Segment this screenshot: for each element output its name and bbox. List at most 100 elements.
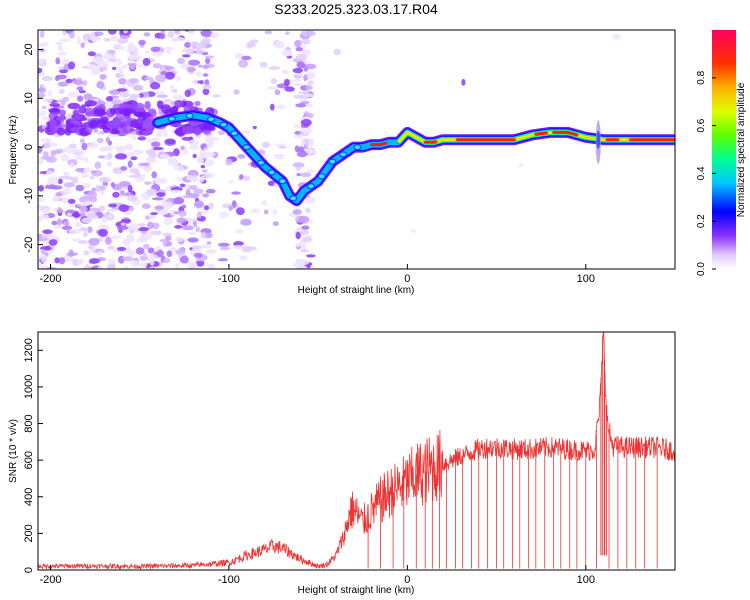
ridge-peak <box>552 130 579 137</box>
noise-blob <box>200 164 206 169</box>
noise-blob <box>245 246 257 251</box>
noise-blob <box>48 244 55 252</box>
ridge-blob <box>328 158 337 165</box>
noise-blob <box>64 221 69 227</box>
noise-blob <box>112 43 122 49</box>
noise-blob <box>167 157 174 165</box>
noise-blob <box>200 231 207 239</box>
noise-blob <box>118 204 130 213</box>
noise-blob <box>176 177 183 181</box>
noise-blob <box>173 211 180 215</box>
noise-blob <box>225 158 233 166</box>
noise-blob <box>146 188 158 196</box>
snr-x-tick-label: -200 <box>39 574 61 586</box>
noise-blob <box>122 265 129 269</box>
noise-blob <box>89 258 100 264</box>
noise-blob <box>293 134 304 139</box>
noise-blob <box>202 129 211 135</box>
noise-blob <box>206 263 216 269</box>
noise-blob <box>63 182 75 188</box>
noise-blob <box>306 265 311 269</box>
colorbar-ticks: 0.0 0.2 0.4 0.6 0.8 <box>696 70 716 276</box>
noise-blob <box>67 102 81 110</box>
noise-blob <box>199 148 206 156</box>
noise-blob <box>193 188 204 195</box>
noise-blob <box>149 259 155 266</box>
noise-blob <box>278 145 287 149</box>
noise-blob <box>63 171 70 177</box>
noise-blob <box>203 151 216 157</box>
spectrogram-y-tick-label: 20 <box>23 43 35 55</box>
noise-blob <box>281 49 293 57</box>
noise-blob <box>188 59 201 66</box>
noise-blob <box>60 154 70 162</box>
noise-blob <box>88 119 99 129</box>
noise-blob <box>195 226 200 233</box>
noise-blob <box>156 249 164 258</box>
noise-blob <box>72 238 80 242</box>
spectrogram-x-tick-label: -200 <box>39 273 61 285</box>
noise-blob <box>169 85 175 91</box>
spectrogram-x-tick-label: -100 <box>218 273 240 285</box>
noise-blob <box>58 257 66 265</box>
noise-blob <box>165 235 172 241</box>
noise-blob <box>169 209 175 216</box>
noise-blob <box>202 88 210 96</box>
noise-blob <box>67 91 79 98</box>
noise-blob <box>51 220 58 226</box>
colorbar-tick-label: 0.2 <box>696 214 707 228</box>
noise-blob <box>164 138 176 145</box>
noise-blob <box>38 67 43 74</box>
noise-blob <box>107 152 113 159</box>
noise-blob <box>306 254 316 258</box>
noise-blob <box>54 257 60 264</box>
noise-blob <box>292 67 303 74</box>
noise-blob <box>175 236 184 242</box>
noise-blob <box>78 227 89 232</box>
noise-blob <box>202 64 209 70</box>
noise-blob <box>88 244 94 250</box>
noise-blob <box>107 245 115 250</box>
noise-blob <box>134 51 140 55</box>
noise-blob <box>42 207 51 215</box>
noise-blob <box>163 257 171 264</box>
noise-blob <box>191 245 202 250</box>
noise-blob <box>103 213 109 219</box>
ridge-blob <box>278 178 287 185</box>
noise-blob <box>166 241 173 247</box>
snr-frame <box>37 331 676 571</box>
noise-blob <box>120 189 125 196</box>
noise-blob <box>305 139 310 147</box>
noise-blob <box>108 203 118 208</box>
noise-blob <box>59 69 68 74</box>
noise-blob <box>296 150 308 158</box>
noise-blob <box>152 50 163 57</box>
noise-blob <box>206 241 212 245</box>
noise-blob <box>128 174 138 178</box>
noise-blob <box>114 73 125 78</box>
noise-blob <box>303 93 315 98</box>
noise-blob <box>302 127 313 134</box>
snr-y-tick-label: 1200 <box>23 338 35 362</box>
noise-blob <box>181 204 187 209</box>
noise-blob <box>264 209 269 215</box>
noise-blob <box>112 167 123 175</box>
noise-blob <box>171 89 178 93</box>
noise-blob <box>164 46 174 51</box>
noise-blob <box>132 149 144 155</box>
noise-blob <box>241 55 252 61</box>
noise-blob <box>52 195 60 203</box>
noise-blob <box>205 57 211 65</box>
noise-blob <box>181 136 194 141</box>
noise-blob <box>272 221 279 227</box>
noise-blob <box>50 151 57 157</box>
spectrogram-y-tick-label: 0 <box>23 144 35 150</box>
snr-x-ticks: -200 -100 0 100 <box>39 565 595 586</box>
noise-blob <box>105 236 112 245</box>
noise-blob <box>87 141 99 149</box>
noise-blob <box>165 71 175 80</box>
noise-blob <box>55 192 63 197</box>
ridge-blob <box>339 151 348 158</box>
noise-blob <box>135 102 145 112</box>
noise-blob <box>285 31 290 36</box>
